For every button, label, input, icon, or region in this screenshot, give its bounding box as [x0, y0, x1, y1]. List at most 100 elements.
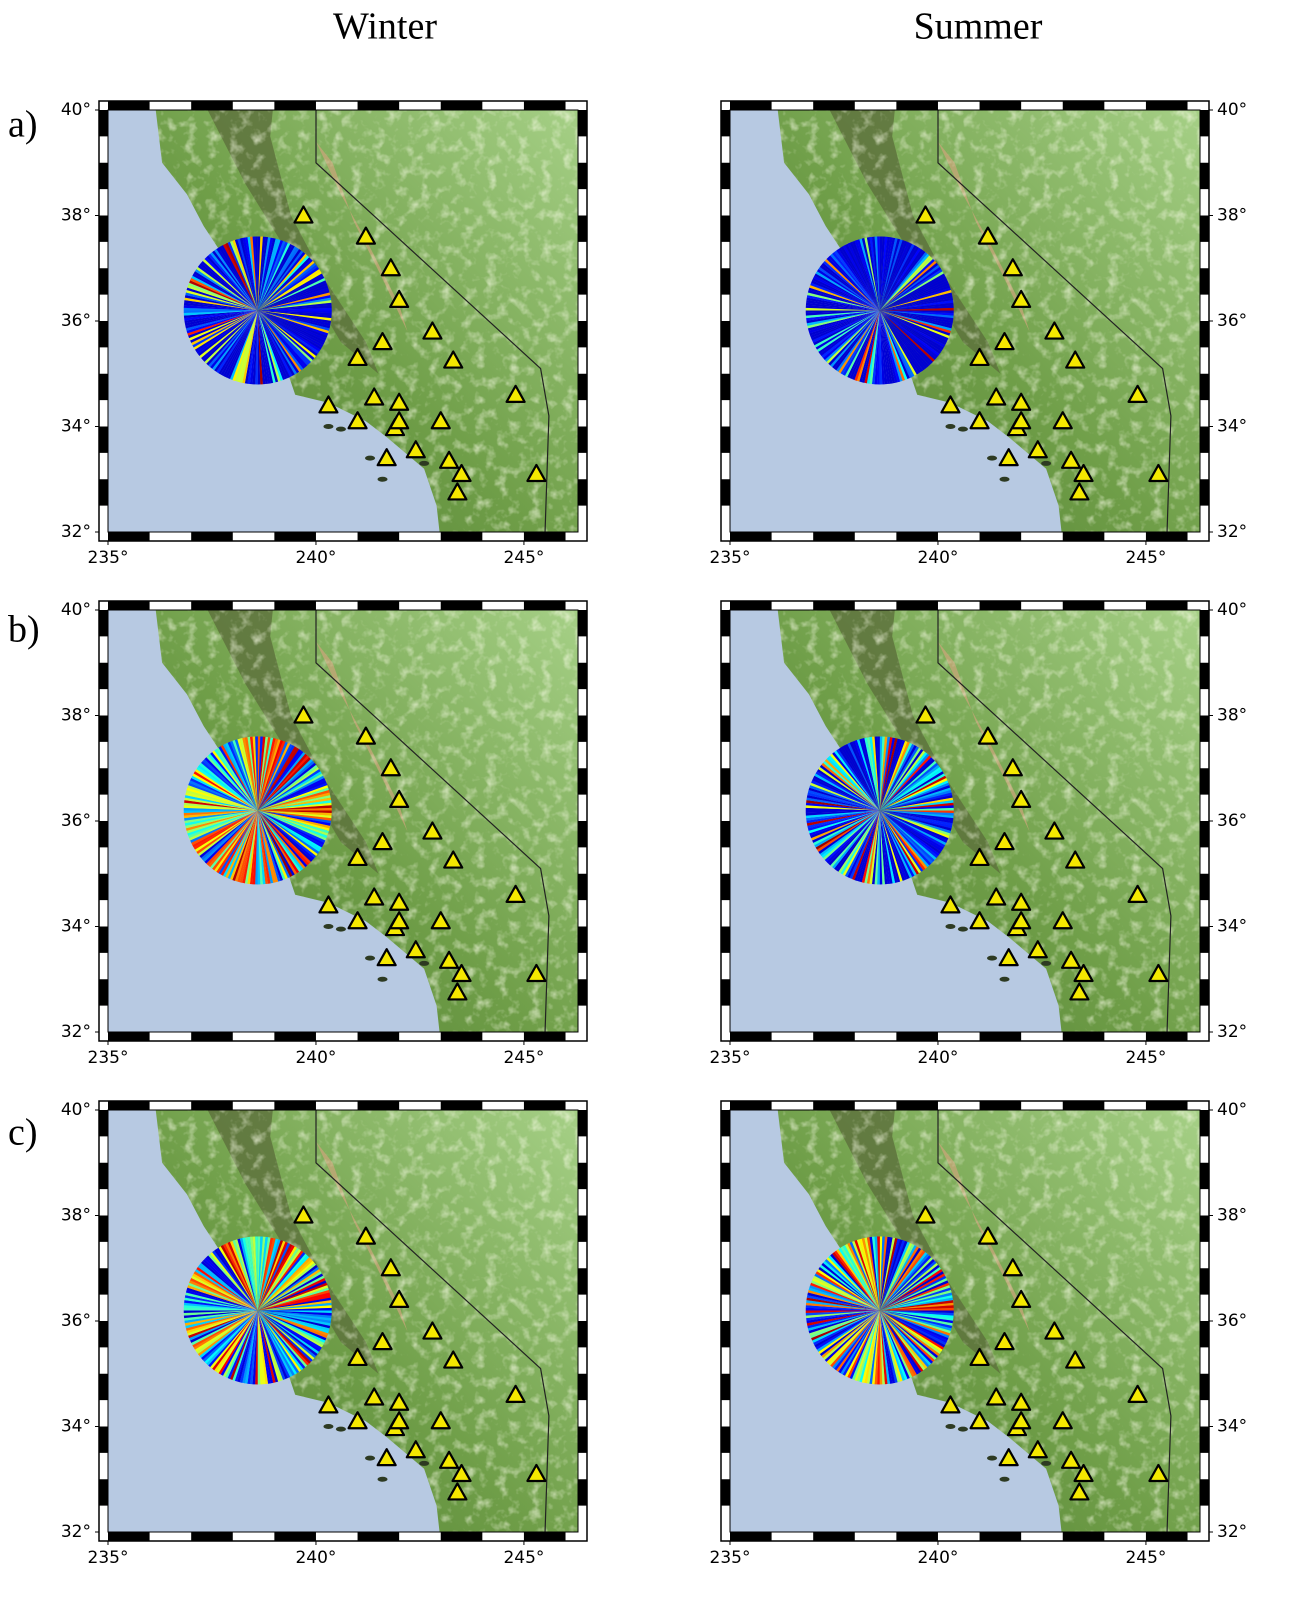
island: [323, 1424, 334, 1429]
pie-wedge: [844, 1310, 880, 1377]
frame-segment: [979, 601, 1022, 610]
pie-wedge: [879, 295, 953, 311]
pie-wedge: [257, 310, 325, 346]
pie-wedge: [830, 310, 880, 368]
station: [430, 1411, 451, 1430]
pie-wedge: [864, 237, 880, 311]
pie-wedge: [257, 310, 291, 379]
island: [419, 960, 430, 966]
pie-wedge: [879, 240, 906, 311]
frame-segment: [1145, 1032, 1188, 1041]
pie-wedge: [187, 285, 258, 311]
pie-wedge: [257, 810, 331, 829]
pie-wedge: [879, 269, 943, 311]
pie-wedge: [190, 777, 258, 811]
pie-wedge: [879, 242, 913, 311]
pie-wedge: [257, 760, 315, 811]
pie-wedge: [816, 310, 880, 352]
station: [1044, 1321, 1065, 1340]
pie-wedge: [852, 240, 880, 311]
state-border: [937, 1110, 1172, 1532]
pie-wedge: [879, 753, 930, 811]
pie-wedge: [185, 310, 258, 331]
frame-segment: [721, 162, 730, 190]
pie-wedge: [879, 810, 950, 839]
pie-wedge: [257, 1310, 326, 1344]
pie-wedge: [204, 257, 258, 311]
pie-wedge: [808, 1287, 880, 1311]
pie-wedge: [185, 792, 258, 811]
pie-wedge: [204, 810, 258, 864]
pie-wedge: [879, 287, 951, 311]
frame-segment: [1200, 1321, 1209, 1348]
pie-wedge: [806, 1310, 880, 1324]
pie-wedge: [242, 237, 258, 311]
x-tick-label: 235°: [710, 1048, 751, 1068]
pie-wedge: [257, 1310, 302, 1372]
pie-wedge: [879, 1310, 913, 1379]
frame-segment: [99, 1426, 108, 1453]
frame-segment: [578, 979, 587, 1006]
frame-segment: [721, 1321, 730, 1348]
pie-wedge: [220, 810, 258, 876]
pie-wedge: [202, 310, 258, 362]
pie-wedge: [879, 810, 946, 848]
pie-wedge: [257, 1310, 279, 1383]
pie-wedge: [844, 243, 880, 311]
pie-wedge: [242, 737, 258, 811]
frame-segment: [721, 1426, 730, 1453]
pie-wedge: [834, 750, 880, 811]
pie-wedge: [806, 310, 880, 321]
pie-wedge: [879, 810, 910, 880]
pie-wedge: [879, 310, 947, 346]
pie-wedge: [879, 755, 932, 811]
pie-wedge: [257, 785, 329, 811]
map: [108, 610, 578, 1032]
station: [447, 482, 468, 501]
pie-wedge: [229, 810, 258, 880]
pie-wedge: [807, 289, 880, 311]
pie-wedge: [204, 310, 258, 364]
station: [451, 963, 472, 983]
pie-wedge: [192, 310, 258, 348]
y-tick-label: 40°: [1217, 100, 1247, 120]
pie-wedge: [879, 810, 951, 834]
pie-wedge: [257, 310, 330, 331]
pie-wedge: [879, 810, 951, 836]
pie-wedge: [849, 741, 880, 811]
station: [1027, 1440, 1048, 1459]
pie-wedge: [879, 310, 926, 371]
frame-segment: [99, 979, 108, 1006]
pie-wedge: [879, 810, 917, 876]
pie-wedge: [836, 310, 880, 372]
station: [389, 1392, 410, 1411]
pie-wedge: [806, 1310, 880, 1326]
pie-wedge: [192, 1310, 258, 1348]
pie-wedge: [199, 310, 258, 359]
pie-wedge: [879, 1266, 942, 1311]
pie-wedge: [879, 1264, 940, 1311]
pie-wedge: [847, 1242, 880, 1311]
pie-wedge: [194, 768, 258, 811]
pie-wedge: [822, 810, 880, 860]
pie-wedge: [879, 740, 906, 811]
pie-wedge: [232, 310, 258, 381]
pie-wedge: [257, 290, 330, 311]
pie-wedge: [844, 310, 880, 377]
pie-wedge: [220, 1310, 258, 1376]
y-tick-label: 38°: [1217, 706, 1247, 726]
pie-wedge: [822, 1310, 880, 1360]
station: [405, 940, 426, 959]
pie-wedge: [237, 738, 258, 811]
pie-wedge: [220, 745, 258, 811]
frame-segment: [578, 610, 587, 637]
pie-wedge: [257, 1310, 306, 1369]
pie-wedge: [814, 810, 880, 848]
pie-wedge: [227, 1241, 258, 1311]
pie-wedge: [257, 740, 286, 811]
pie-wedge: [879, 310, 888, 385]
pie-wedge: [193, 1310, 258, 1350]
pie-wedge: [859, 810, 880, 883]
pie-wedge: [815, 271, 880, 311]
pie-wedge: [847, 310, 880, 379]
